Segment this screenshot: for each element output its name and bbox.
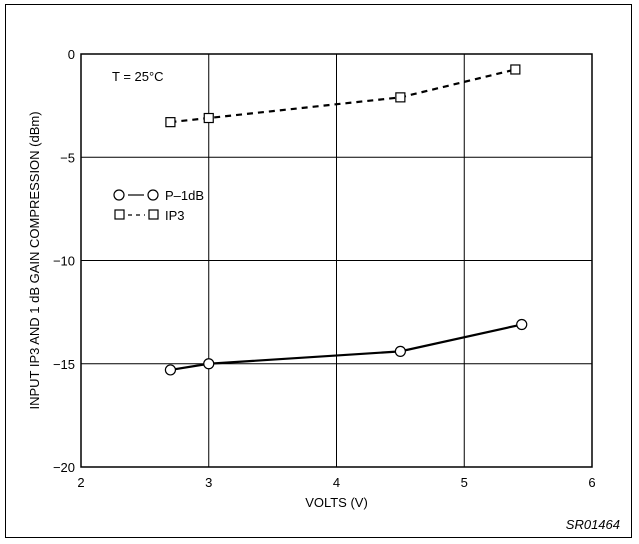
data-point-ip3 (395, 92, 406, 103)
x-axis-label: VOLTS (V) (305, 495, 368, 510)
legend-item-p1db: P–1dB (113, 188, 204, 203)
y-tick-label: −15 (53, 357, 75, 372)
data-point-ip3 (510, 64, 521, 75)
data-point-ip3 (165, 117, 176, 128)
legend-square-marker (148, 209, 159, 220)
y-tick-label: 0 (68, 47, 75, 62)
temperature-annotation: T = 25°C (112, 69, 164, 84)
y-axis-label: INPUT IP3 AND 1 dB GAIN COMPRESSION (dBm… (27, 111, 42, 409)
data-point-p1db (164, 364, 177, 376)
y-tick-label: −10 (53, 254, 75, 269)
y-tick-label: −20 (53, 460, 75, 475)
data-point-ip3 (203, 112, 214, 124)
x-tick-label: 5 (461, 475, 468, 490)
x-tick-label: 3 (205, 475, 212, 490)
tick-labels: 2 3 4 5 6 0 −5 −10 −15 −20 (53, 47, 596, 490)
data-point-p1db (394, 345, 406, 357)
figure-frame (5, 4, 632, 538)
y-tick-label: −5 (60, 150, 75, 165)
data-point-p1db (516, 318, 528, 331)
legend: P–1dB IP3 (113, 188, 204, 223)
legend-label-p1db: P–1dB (165, 188, 204, 203)
x-tick-label: 4 (333, 475, 340, 490)
legend-circle-marker (147, 189, 159, 201)
legend-square-marker (114, 209, 125, 220)
series-line-p1db (170, 323, 522, 372)
legend-label-ip3: IP3 (165, 208, 185, 223)
grid-lines (81, 54, 592, 467)
plot-area (80, 53, 593, 468)
legend-circle-marker (113, 189, 125, 201)
x-tick-label: 6 (588, 475, 595, 490)
series-group (164, 64, 528, 376)
series-line-ip3 (170, 68, 516, 124)
x-tick-label: 2 (77, 475, 84, 490)
figure-code: SR01464 (566, 517, 620, 532)
legend-item-ip3: IP3 (114, 208, 185, 223)
data-point-p1db (203, 358, 215, 370)
